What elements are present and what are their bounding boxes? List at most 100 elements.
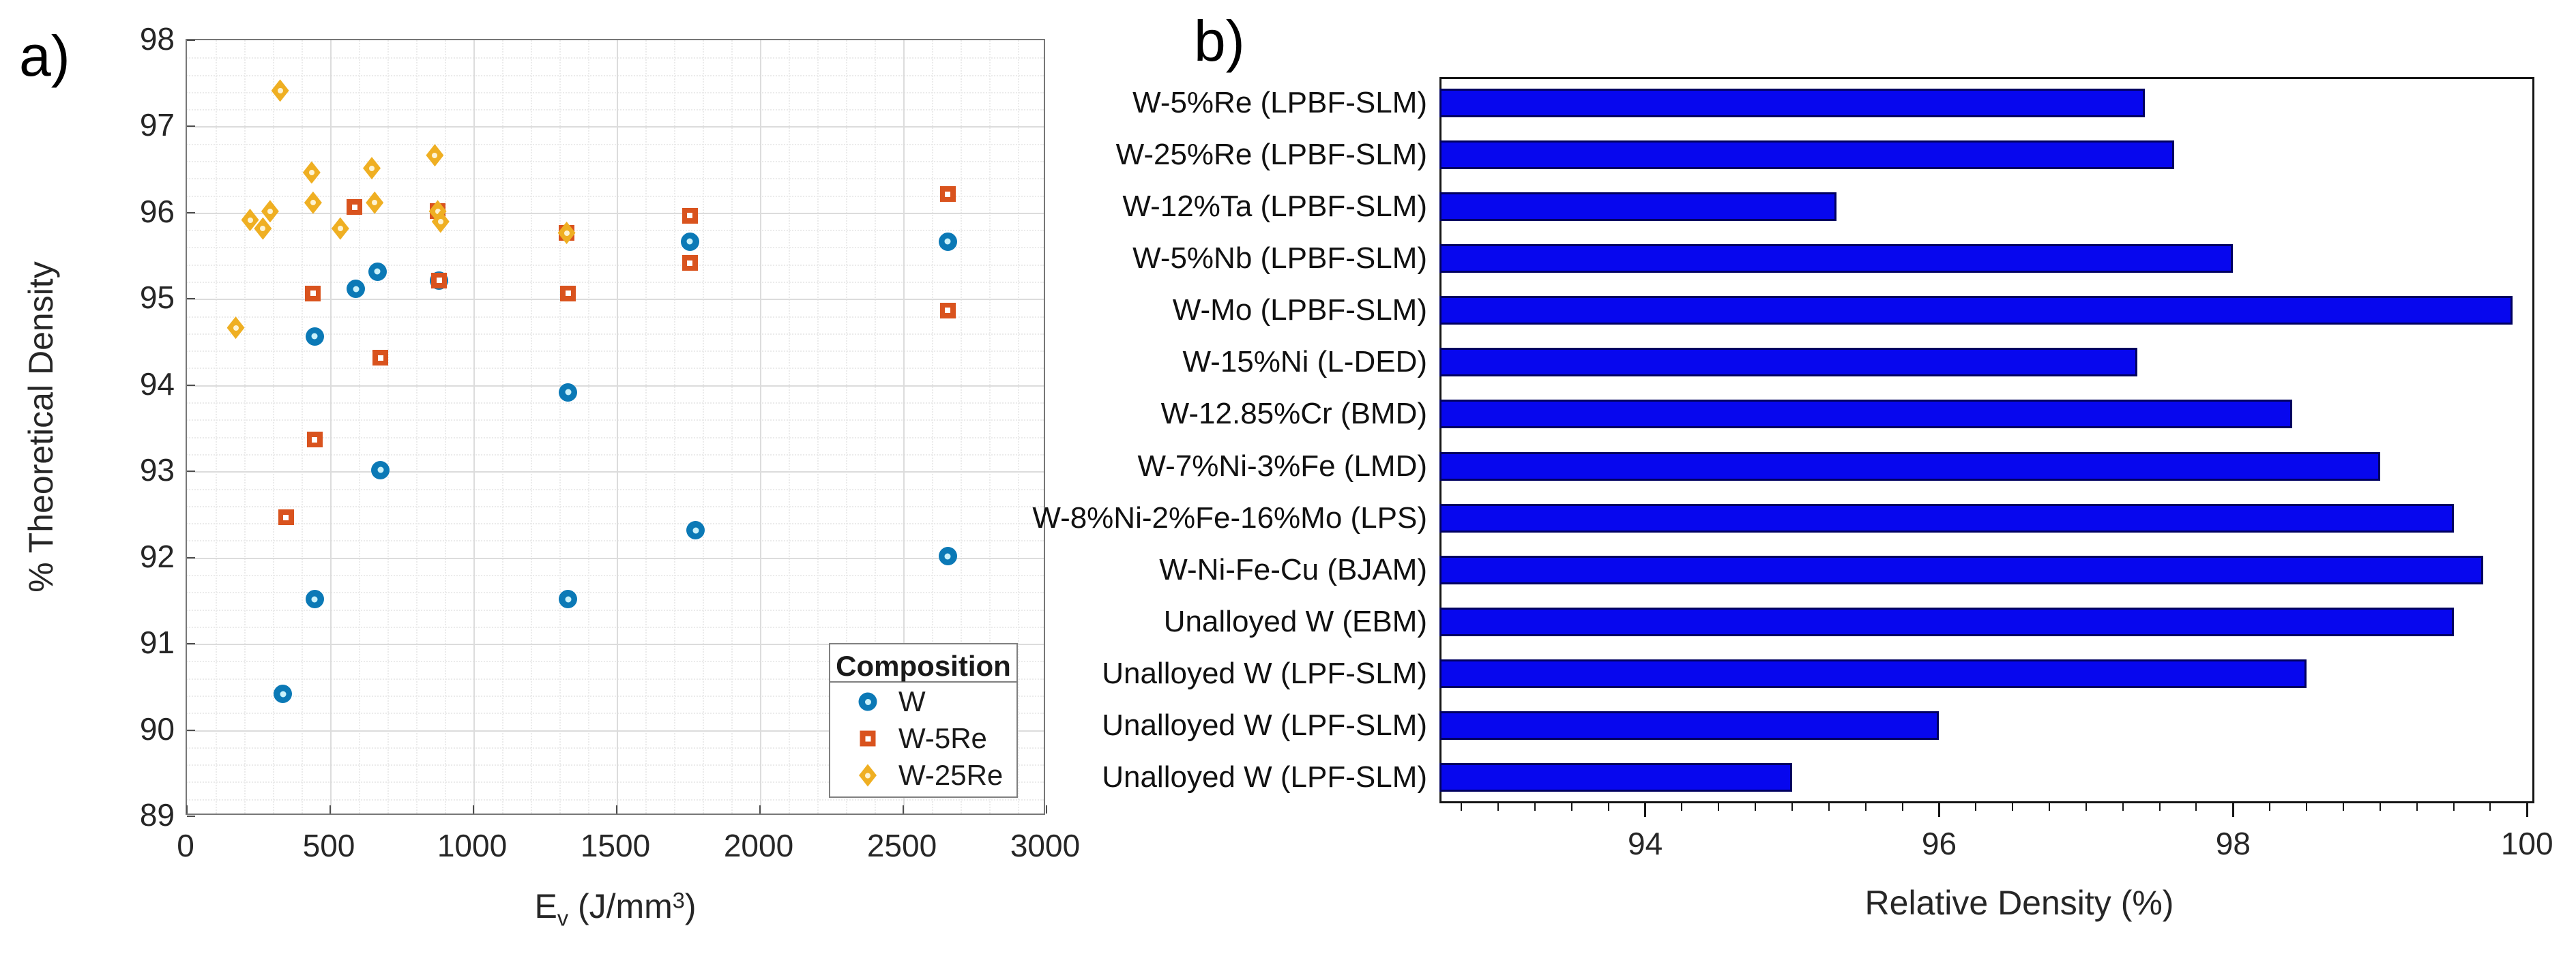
gridline-minor [187, 453, 1044, 456]
xlabel-base: E [534, 887, 557, 925]
x-tick-minor [1718, 803, 1720, 811]
x-tick-label: 2000 [723, 828, 794, 863]
scatter-point-w-5re [939, 186, 956, 203]
scatter-point-w [368, 262, 387, 281]
legend-item-w5re: W-5Re [830, 721, 1016, 756]
x-tick-minor [2416, 803, 2418, 811]
bar [1439, 192, 1836, 222]
bar-category-label: W-12.85%Cr (BMD) [1160, 397, 1427, 431]
gridline-minor [187, 592, 1044, 594]
scatter-point-w [680, 232, 699, 251]
gridline-minor [187, 799, 1044, 801]
marker-center-dot [687, 213, 693, 219]
marker-center-dot [260, 226, 266, 232]
gridline-minor [187, 574, 1044, 576]
x-tick-label: 500 [302, 828, 355, 863]
gridline-minor [1018, 40, 1019, 814]
x-tick-minor [1864, 803, 1867, 811]
gridline-minor [932, 40, 933, 814]
gridline-minor [187, 333, 1044, 335]
x-tick-minor [2158, 803, 2161, 811]
bar-category-label: W-Ni-Fe-Cu (BJAM) [1159, 552, 1427, 586]
marker-center-dot [436, 278, 442, 284]
x-tick-minor [1607, 803, 1609, 811]
y-tick-label: 89 [139, 797, 175, 833]
marker-center-dot [432, 152, 438, 158]
gridline-minor [187, 368, 1044, 370]
legend-item-label: W [898, 685, 926, 717]
scatter-point-w-5re [305, 285, 321, 301]
y-tick-label: 90 [139, 711, 175, 747]
gridline-minor [187, 678, 1044, 680]
gridline-minor [187, 178, 1044, 180]
gridline-minor [187, 57, 1044, 59]
x-tick [330, 805, 331, 814]
x-tick-minor [1681, 803, 1683, 811]
gridline-minor [187, 713, 1044, 715]
xlabel-sub: v [557, 906, 569, 931]
scatter-point-w [686, 521, 705, 540]
legend-title: Composition [830, 644, 1016, 683]
bar [1439, 451, 2380, 481]
bar-category-label: W-25%Re (LPBF-SLM) [1115, 138, 1427, 172]
x-tick-minor [1828, 803, 1830, 811]
x-tick-label: 98 [2215, 826, 2251, 861]
scatter-point-w-5re [682, 255, 698, 271]
x-tick [1046, 805, 1047, 814]
x-tick-major [1937, 803, 1940, 817]
x-tick [759, 805, 761, 814]
marker-center-dot [337, 226, 343, 232]
gridline-minor [187, 109, 1044, 111]
x-tick-label: 100 [2500, 826, 2553, 861]
gridline-minor [531, 40, 532, 814]
bar-x-axis-title: Relative Density (%) [1864, 884, 2174, 922]
marker-center-dot [945, 191, 951, 197]
y-tick [187, 40, 195, 41]
gridline-minor [703, 40, 704, 814]
y-tick-label: 91 [139, 625, 175, 661]
x-tick-label: 1000 [437, 828, 508, 863]
marker-center-dot [310, 200, 316, 206]
gridline-minor [187, 764, 1044, 766]
x-tick-minor [2489, 803, 2491, 811]
gridline-minor [416, 40, 418, 814]
bar-category-label: W-8%Ni-2%Fe-16%Mo (LPS) [1032, 501, 1427, 535]
marker-center-dot [311, 596, 318, 603]
x-tick-label: 96 [1921, 826, 1957, 861]
y-tick [187, 471, 195, 473]
bar-category-label: W-Mo (LPBF-SLM) [1172, 293, 1427, 327]
legend-item-label: W-5Re [898, 722, 987, 754]
marker-center-dot [311, 333, 318, 340]
marker-center-dot [565, 290, 571, 296]
scatter-point-w [347, 280, 366, 299]
x-tick [903, 805, 904, 814]
scatter-point-w-5re [278, 509, 294, 526]
bar [1439, 244, 2234, 273]
gridline-minor [817, 40, 819, 814]
bar-category-label: W-5%Nb (LPBF-SLM) [1132, 241, 1427, 275]
x-tick-minor [2379, 803, 2381, 811]
gridline-minor [875, 40, 876, 814]
gridline-minor [187, 695, 1044, 697]
gridline-minor [187, 230, 1044, 232]
scatter-point-w-5re [431, 272, 448, 288]
marker-center-dot [565, 596, 572, 603]
scatter-x-axis-title: Ev (J/mm3) [534, 886, 696, 931]
bar [1439, 140, 2175, 170]
y-tick-label: 93 [139, 452, 175, 488]
marker-center-dot [944, 553, 951, 560]
marker-center-dot [565, 389, 572, 396]
gridline-minor [645, 40, 647, 814]
y-tick [187, 125, 195, 128]
gridline-minor [387, 40, 389, 814]
x-tick-minor [1570, 803, 1572, 811]
gridline-minor [187, 661, 1044, 663]
marker-center-dot [267, 208, 273, 214]
y-tick-label: 95 [139, 280, 175, 316]
scatter-point-w-5re [682, 207, 698, 224]
gridline-minor [187, 143, 1044, 145]
gridline-minor [187, 747, 1044, 749]
gridline-minor [789, 40, 790, 814]
marker-center-dot [686, 238, 693, 245]
marker-center-dot [945, 308, 951, 314]
